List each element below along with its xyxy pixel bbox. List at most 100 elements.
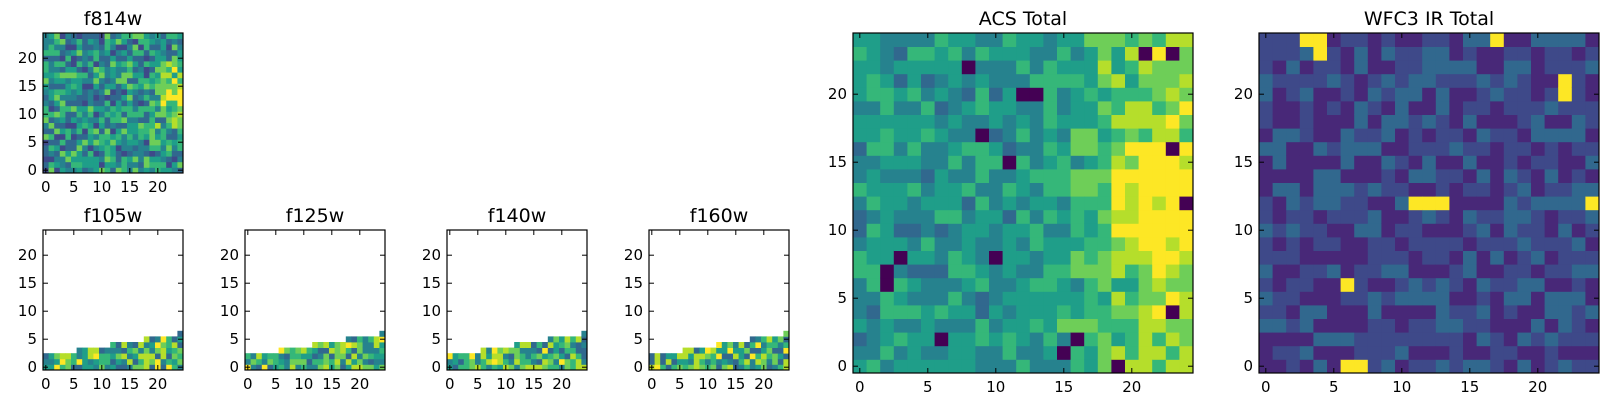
heatmap-cell: [1286, 237, 1301, 251]
heatmap-cell: [934, 33, 949, 47]
heatmap-cell: [1057, 291, 1071, 306]
heatmap-cell: [177, 38, 184, 45]
heatmap-cell: [345, 347, 352, 354]
heatmap-cell: [160, 89, 167, 95]
y-tick-label: 20: [1234, 85, 1253, 103]
heatmap-cell: [1435, 155, 1450, 170]
y-tick-label: 0: [1243, 357, 1253, 375]
heatmap-cell: [934, 291, 949, 306]
heatmap-cell: [149, 100, 156, 107]
heatmap-cell: [295, 347, 302, 354]
heatmap-cell: [893, 169, 908, 183]
heatmap-cell: [171, 128, 178, 135]
heatmap-cell: [1097, 318, 1112, 333]
heatmap-cell: [1571, 128, 1586, 143]
heatmap-cell: [1165, 345, 1180, 360]
heatmap-cell: [581, 342, 588, 348]
heatmap-cell: [1286, 359, 1301, 374]
heatmap-cell: [921, 169, 935, 183]
heatmap-cell: [755, 336, 762, 343]
heatmap-cell: [508, 364, 515, 371]
heatmap-cell: [110, 66, 117, 73]
heatmap-cell: [1422, 305, 1437, 319]
heatmap-cell: [110, 33, 117, 39]
heatmap-cell: [961, 33, 976, 47]
heatmap-cell: [866, 114, 881, 129]
heatmap-cell: [65, 364, 72, 371]
y-tick-label: 15: [18, 274, 37, 292]
heatmap-cell: [1517, 46, 1532, 61]
heatmap-cell: [921, 223, 935, 238]
heatmap-cell: [1165, 223, 1180, 238]
heatmap-cell: [1558, 318, 1573, 333]
heatmap-cell: [138, 342, 145, 348]
heatmap-cell: [1571, 250, 1586, 265]
heatmap-cell: [975, 345, 990, 360]
heatmap-cell: [699, 353, 706, 360]
heatmap-cell: [961, 169, 976, 183]
heatmap-cell: [76, 128, 83, 135]
heatmap-cell: [166, 44, 173, 51]
heatmap-cell: [110, 105, 117, 112]
heatmap-cell: [76, 72, 83, 79]
heatmap-cell: [99, 133, 105, 140]
heatmap-cell: [87, 358, 94, 365]
heatmap-cell: [893, 114, 908, 129]
heatmap-cell: [1084, 60, 1099, 75]
heatmap-cell: [59, 83, 66, 90]
heatmap-cell: [362, 347, 369, 354]
heatmap-cell: [1272, 277, 1287, 292]
heatmap-cell: [547, 353, 554, 360]
heatmap-cell: [1084, 318, 1099, 333]
heatmap-cell: [961, 46, 976, 61]
heatmap-cell: [1354, 128, 1369, 143]
heatmap-cell: [1476, 155, 1491, 170]
heatmap-cell: [1503, 196, 1518, 211]
heatmap-cell: [777, 353, 784, 360]
heatmap-cell: [570, 342, 577, 348]
y-tick-label: 10: [624, 302, 643, 320]
heatmap-cell: [48, 156, 55, 163]
heatmap-cell: [1111, 237, 1126, 251]
heatmap-cell: [76, 111, 83, 118]
heatmap-cell: [1408, 87, 1423, 102]
heatmap-cell: [54, 89, 61, 95]
heatmap-cell: [531, 347, 537, 354]
heatmap-cell: [948, 60, 963, 75]
heatmap-cell: [54, 358, 61, 365]
heatmap-cell: [1531, 101, 1545, 115]
heatmap-cell: [1463, 60, 1477, 75]
heatmap-cell: [1381, 155, 1396, 170]
heatmap-cell: [1503, 73, 1518, 88]
heatmap-cell: [772, 364, 779, 371]
heatmap-cell: [1002, 237, 1017, 251]
heatmap-cell: [699, 358, 706, 365]
heatmap-cell: [1138, 305, 1153, 319]
heatmap-cell: [306, 353, 313, 360]
heatmap-cell: [149, 128, 156, 135]
heatmap-cell: [1327, 114, 1341, 129]
heatmap-cell: [1111, 345, 1126, 360]
x-tick-label: 10: [92, 178, 111, 196]
heatmap-cell: [1029, 128, 1044, 143]
heatmap-cell: [110, 83, 117, 90]
heatmap-cell: [880, 114, 895, 129]
heatmap-cell: [1002, 264, 1017, 279]
heatmap-cell: [1476, 87, 1491, 102]
heatmap-cell: [1272, 87, 1287, 102]
y-tick-label: 10: [220, 302, 239, 320]
heatmap-cell: [1016, 87, 1031, 102]
heatmap-cell: [1057, 155, 1071, 170]
heatmap-cell: [1165, 250, 1180, 265]
heatmap-cell: [1002, 87, 1017, 102]
heatmap-cell: [1152, 46, 1167, 61]
heatmap-cell: [1422, 73, 1437, 88]
heatmap-cell: [76, 358, 83, 365]
heatmap-cell: [866, 73, 881, 88]
heatmap-cell: [1435, 46, 1450, 61]
heatmap-cell: [54, 145, 61, 151]
heatmap-cell: [961, 305, 976, 319]
heatmap-cell: [1152, 237, 1167, 251]
heatmap-cell: [1476, 332, 1491, 347]
heatmap-cell: [866, 345, 881, 360]
